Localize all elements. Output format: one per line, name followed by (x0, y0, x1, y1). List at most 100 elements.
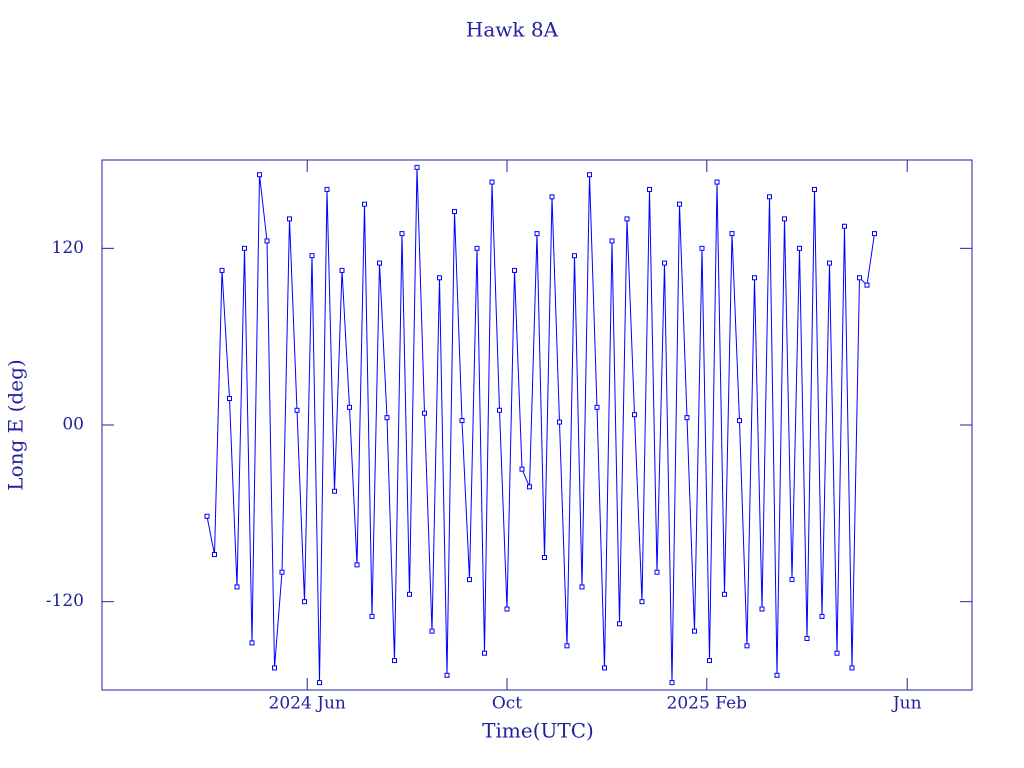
data-point (219, 267, 225, 273)
data-point (519, 466, 525, 472)
data-point (377, 260, 382, 266)
data-point (392, 658, 397, 664)
data-point (609, 238, 615, 244)
series-line (206, 167, 875, 683)
data-point (617, 621, 622, 627)
data-point (872, 231, 877, 237)
data-point (564, 643, 570, 649)
data-point (227, 396, 232, 401)
data-point (549, 194, 555, 200)
data-point (317, 680, 322, 686)
data-point (212, 552, 217, 558)
data-point (639, 599, 645, 605)
data-point (512, 267, 517, 273)
data-point (827, 260, 832, 266)
data-point (242, 245, 247, 251)
data-point (797, 245, 802, 251)
data-point (714, 179, 720, 185)
x-tick-label: Oct (492, 694, 522, 714)
data-point (467, 577, 472, 583)
data-point (429, 628, 435, 634)
data-point (332, 488, 337, 494)
data-point (339, 267, 345, 273)
data-point (774, 672, 780, 678)
data-point (542, 555, 547, 560)
data-point (789, 577, 795, 583)
data-point (587, 172, 592, 178)
data-point (324, 186, 330, 192)
data-point (287, 216, 292, 222)
y-tick-label: 120 (52, 238, 84, 258)
y-tick-label: 00 (62, 415, 84, 435)
data-point (722, 591, 727, 597)
data-point (474, 245, 480, 251)
data-point (257, 172, 262, 178)
data-point (272, 665, 277, 671)
data-point (362, 201, 367, 207)
data-point (452, 209, 457, 215)
data-point (864, 282, 870, 288)
data-point (414, 164, 420, 170)
data-point (422, 410, 427, 416)
x-tick-label: 2025 Feb (667, 694, 748, 714)
x-tick-label: 2024 Jun (269, 694, 346, 714)
data-point (354, 562, 360, 568)
data-point (804, 635, 810, 641)
data-point (834, 650, 840, 656)
data-point (399, 231, 405, 237)
data-point (759, 606, 765, 612)
data-point (579, 584, 585, 590)
data-point (819, 613, 825, 619)
data-point (264, 238, 270, 244)
data-point (527, 484, 532, 490)
data-point (624, 216, 630, 222)
data-point (684, 415, 690, 421)
data-point (699, 245, 705, 251)
data-point (444, 672, 450, 678)
data-point (654, 569, 660, 575)
data-point (857, 275, 862, 281)
data-point (729, 231, 735, 237)
x-tick-label: Jun (891, 694, 922, 714)
data-point (707, 658, 712, 664)
data-point (602, 665, 607, 671)
data-point (669, 680, 675, 686)
data-point (497, 407, 502, 413)
data-point (384, 415, 390, 421)
data-point (842, 223, 847, 229)
data-point (459, 418, 465, 424)
data-point (692, 628, 697, 634)
data-point (767, 194, 772, 200)
data-point (249, 640, 255, 646)
x-axis-label: Time(UTC) (482, 719, 594, 743)
data-point (557, 419, 562, 425)
data-point (677, 201, 682, 207)
data-point (782, 216, 787, 222)
data-point (279, 569, 285, 575)
data-point (482, 650, 487, 656)
data-point (294, 407, 300, 413)
y-axis-label: Long E (deg) (4, 359, 28, 490)
data-point (632, 412, 637, 418)
y-tick-label: -120 (46, 591, 84, 611)
data-point (662, 260, 667, 266)
data-point (594, 404, 600, 410)
data-point (347, 404, 352, 410)
data-point (744, 643, 750, 649)
data-point (812, 186, 817, 192)
data-point (302, 599, 307, 605)
data-point (489, 179, 495, 185)
data-point (849, 665, 855, 671)
data-point (534, 231, 540, 237)
data-point (369, 613, 375, 619)
data-point (204, 513, 210, 519)
data-point (752, 275, 757, 281)
data-point (309, 253, 315, 259)
data-point (647, 186, 652, 192)
data-point (234, 584, 240, 590)
data-point (572, 253, 577, 259)
data-point (504, 606, 510, 612)
chart-title: Hawk 8A (466, 18, 559, 42)
data-point (737, 418, 742, 424)
